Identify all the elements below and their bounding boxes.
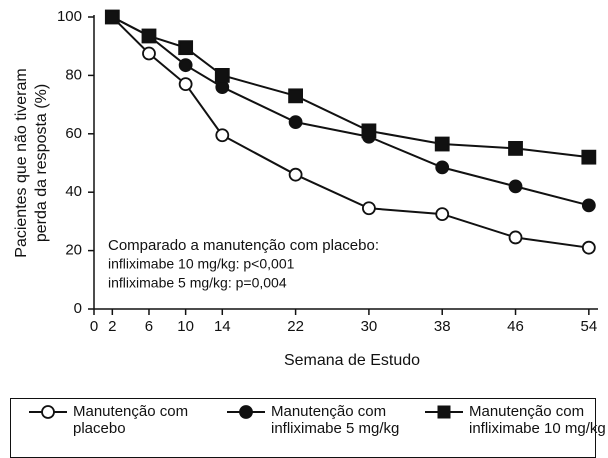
marker — [141, 28, 157, 44]
y-tick-label: 60 — [65, 125, 82, 142]
marker — [215, 128, 230, 143]
marker — [178, 58, 193, 73]
marker — [361, 123, 377, 139]
annotation: Comparado a manutenção com placebo: — [108, 237, 379, 254]
marker — [178, 77, 193, 92]
x-tick-label: 0 — [90, 318, 98, 335]
marker — [142, 46, 156, 61]
marker — [434, 136, 450, 152]
legend-label: Manutenção com infliximabe 5 mg/kg — [271, 403, 400, 437]
x-tick-label: 46 — [507, 318, 524, 335]
marker — [581, 198, 596, 213]
x-tick-label: 14 — [214, 318, 231, 335]
y-axis-title: Pacientes que não tiveram — [13, 68, 30, 257]
marker — [362, 201, 376, 216]
marker — [288, 88, 304, 104]
annotation: infliximabe 5 mg/kg: p=0,004 — [108, 275, 287, 291]
annotation: infliximabe 10 mg/kg: p<0,001 — [108, 256, 295, 272]
x-tick-label: 2 — [108, 318, 116, 335]
legend-marker — [41, 405, 55, 419]
legend-label: Manutenção com placebo — [73, 403, 189, 437]
x-tick-label: 38 — [434, 318, 451, 335]
marker — [508, 179, 523, 194]
marker — [214, 68, 230, 83]
y-axis-title: perda da resposta (%) — [33, 84, 50, 242]
legend-label: Manutenção com infliximabe 10 mg/kg — [469, 403, 606, 437]
legend: Manutenção com placebo Manutenção com inf… — [10, 398, 606, 458]
y-tick-label: 20 — [65, 242, 82, 259]
x-tick-label: 22 — [287, 318, 304, 335]
y-tick-label: 40 — [65, 183, 82, 200]
marker — [288, 167, 303, 182]
page: 0 20 40 60 80 100 0 2 6 10 14 22 30 38 46 54 Semana de E… — [10, 7, 606, 458]
x-tick-label: 6 — [145, 318, 153, 335]
legend-marker — [239, 405, 253, 419]
y-tick-label: 100 — [57, 8, 82, 25]
x-tick-label: 54 — [580, 318, 597, 335]
marker — [288, 115, 303, 130]
x-tick-label: 10 — [177, 318, 194, 335]
legend-icon — [227, 405, 265, 419]
marker — [104, 9, 120, 25]
marker — [435, 160, 450, 175]
y-tick-label: 0 — [74, 300, 82, 317]
x-tick-label: 30 — [361, 318, 378, 335]
marker — [435, 207, 450, 222]
marker — [215, 80, 230, 94]
marker — [508, 230, 523, 245]
y-tick-label: 80 — [65, 66, 82, 83]
marker — [508, 140, 523, 156]
marker — [581, 240, 596, 255]
legend-marker — [437, 405, 451, 419]
marker — [178, 40, 194, 56]
marker — [581, 149, 597, 165]
legend-icon — [425, 405, 463, 419]
x-axis-title: Semana de Estudo — [284, 352, 420, 369]
legend-icon — [29, 405, 67, 419]
